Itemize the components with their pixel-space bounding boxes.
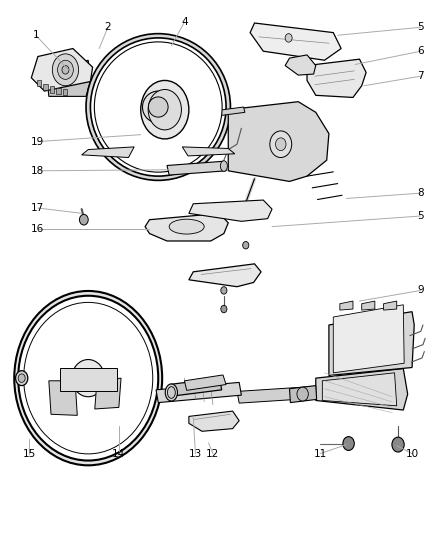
Polygon shape — [285, 55, 315, 75]
Polygon shape — [321, 373, 396, 406]
Ellipse shape — [72, 360, 104, 397]
Text: 5: 5 — [417, 211, 423, 221]
Polygon shape — [306, 59, 365, 98]
Ellipse shape — [165, 384, 177, 401]
Text: 13: 13 — [188, 449, 201, 458]
Ellipse shape — [94, 42, 222, 172]
Polygon shape — [81, 147, 134, 158]
Text: 7: 7 — [417, 71, 423, 81]
Polygon shape — [315, 368, 407, 410]
Circle shape — [220, 305, 226, 313]
Circle shape — [18, 374, 25, 382]
Polygon shape — [166, 161, 226, 175]
Ellipse shape — [24, 302, 152, 454]
Polygon shape — [250, 23, 340, 60]
Ellipse shape — [90, 38, 226, 176]
Polygon shape — [31, 49, 92, 91]
Polygon shape — [188, 264, 261, 287]
Circle shape — [285, 34, 291, 42]
Polygon shape — [155, 382, 241, 402]
Polygon shape — [169, 378, 221, 396]
Polygon shape — [182, 107, 244, 120]
Polygon shape — [332, 305, 403, 373]
Text: 9: 9 — [417, 286, 423, 295]
Text: 19: 19 — [31, 136, 44, 147]
Ellipse shape — [220, 161, 227, 171]
Text: 4: 4 — [181, 17, 187, 27]
Text: 6: 6 — [417, 46, 423, 56]
Circle shape — [296, 387, 307, 401]
Text: 8: 8 — [417, 188, 423, 198]
Circle shape — [269, 131, 291, 158]
Polygon shape — [184, 375, 226, 390]
Ellipse shape — [18, 296, 158, 461]
Text: 10: 10 — [405, 449, 418, 458]
Circle shape — [275, 138, 286, 151]
Polygon shape — [361, 301, 374, 310]
Circle shape — [242, 241, 248, 249]
Circle shape — [57, 60, 73, 79]
Circle shape — [15, 370, 28, 385]
Polygon shape — [237, 383, 361, 403]
Ellipse shape — [142, 91, 173, 123]
Circle shape — [62, 66, 69, 74]
Circle shape — [342, 437, 353, 450]
Text: 12: 12 — [206, 449, 219, 458]
Text: 15: 15 — [22, 449, 35, 458]
Text: 11: 11 — [313, 449, 326, 458]
Circle shape — [391, 437, 403, 452]
Text: 1: 1 — [32, 30, 39, 41]
Text: 5: 5 — [417, 22, 423, 33]
Polygon shape — [63, 89, 67, 95]
Text: 16: 16 — [31, 224, 44, 235]
Polygon shape — [328, 312, 413, 375]
Polygon shape — [188, 200, 272, 221]
Circle shape — [52, 54, 78, 86]
Ellipse shape — [169, 219, 204, 234]
Text: 17: 17 — [31, 203, 44, 213]
Polygon shape — [182, 147, 234, 156]
Polygon shape — [228, 102, 328, 181]
Circle shape — [79, 214, 88, 225]
Circle shape — [148, 90, 181, 130]
Polygon shape — [383, 301, 396, 310]
Ellipse shape — [86, 34, 230, 180]
Polygon shape — [46, 60, 90, 96]
Text: 14: 14 — [112, 449, 125, 458]
Polygon shape — [43, 84, 47, 90]
Text: 2: 2 — [104, 22, 111, 33]
Polygon shape — [145, 213, 228, 241]
Polygon shape — [49, 381, 77, 415]
Ellipse shape — [14, 291, 162, 465]
Polygon shape — [36, 80, 41, 86]
Circle shape — [141, 80, 188, 139]
Polygon shape — [56, 88, 60, 94]
Circle shape — [220, 287, 226, 294]
Polygon shape — [188, 411, 239, 431]
Polygon shape — [339, 301, 352, 310]
Ellipse shape — [148, 97, 168, 117]
Polygon shape — [289, 385, 316, 402]
Polygon shape — [95, 378, 121, 409]
Polygon shape — [60, 368, 117, 391]
Polygon shape — [49, 86, 54, 93]
Ellipse shape — [167, 386, 175, 398]
Text: 18: 18 — [31, 166, 44, 176]
